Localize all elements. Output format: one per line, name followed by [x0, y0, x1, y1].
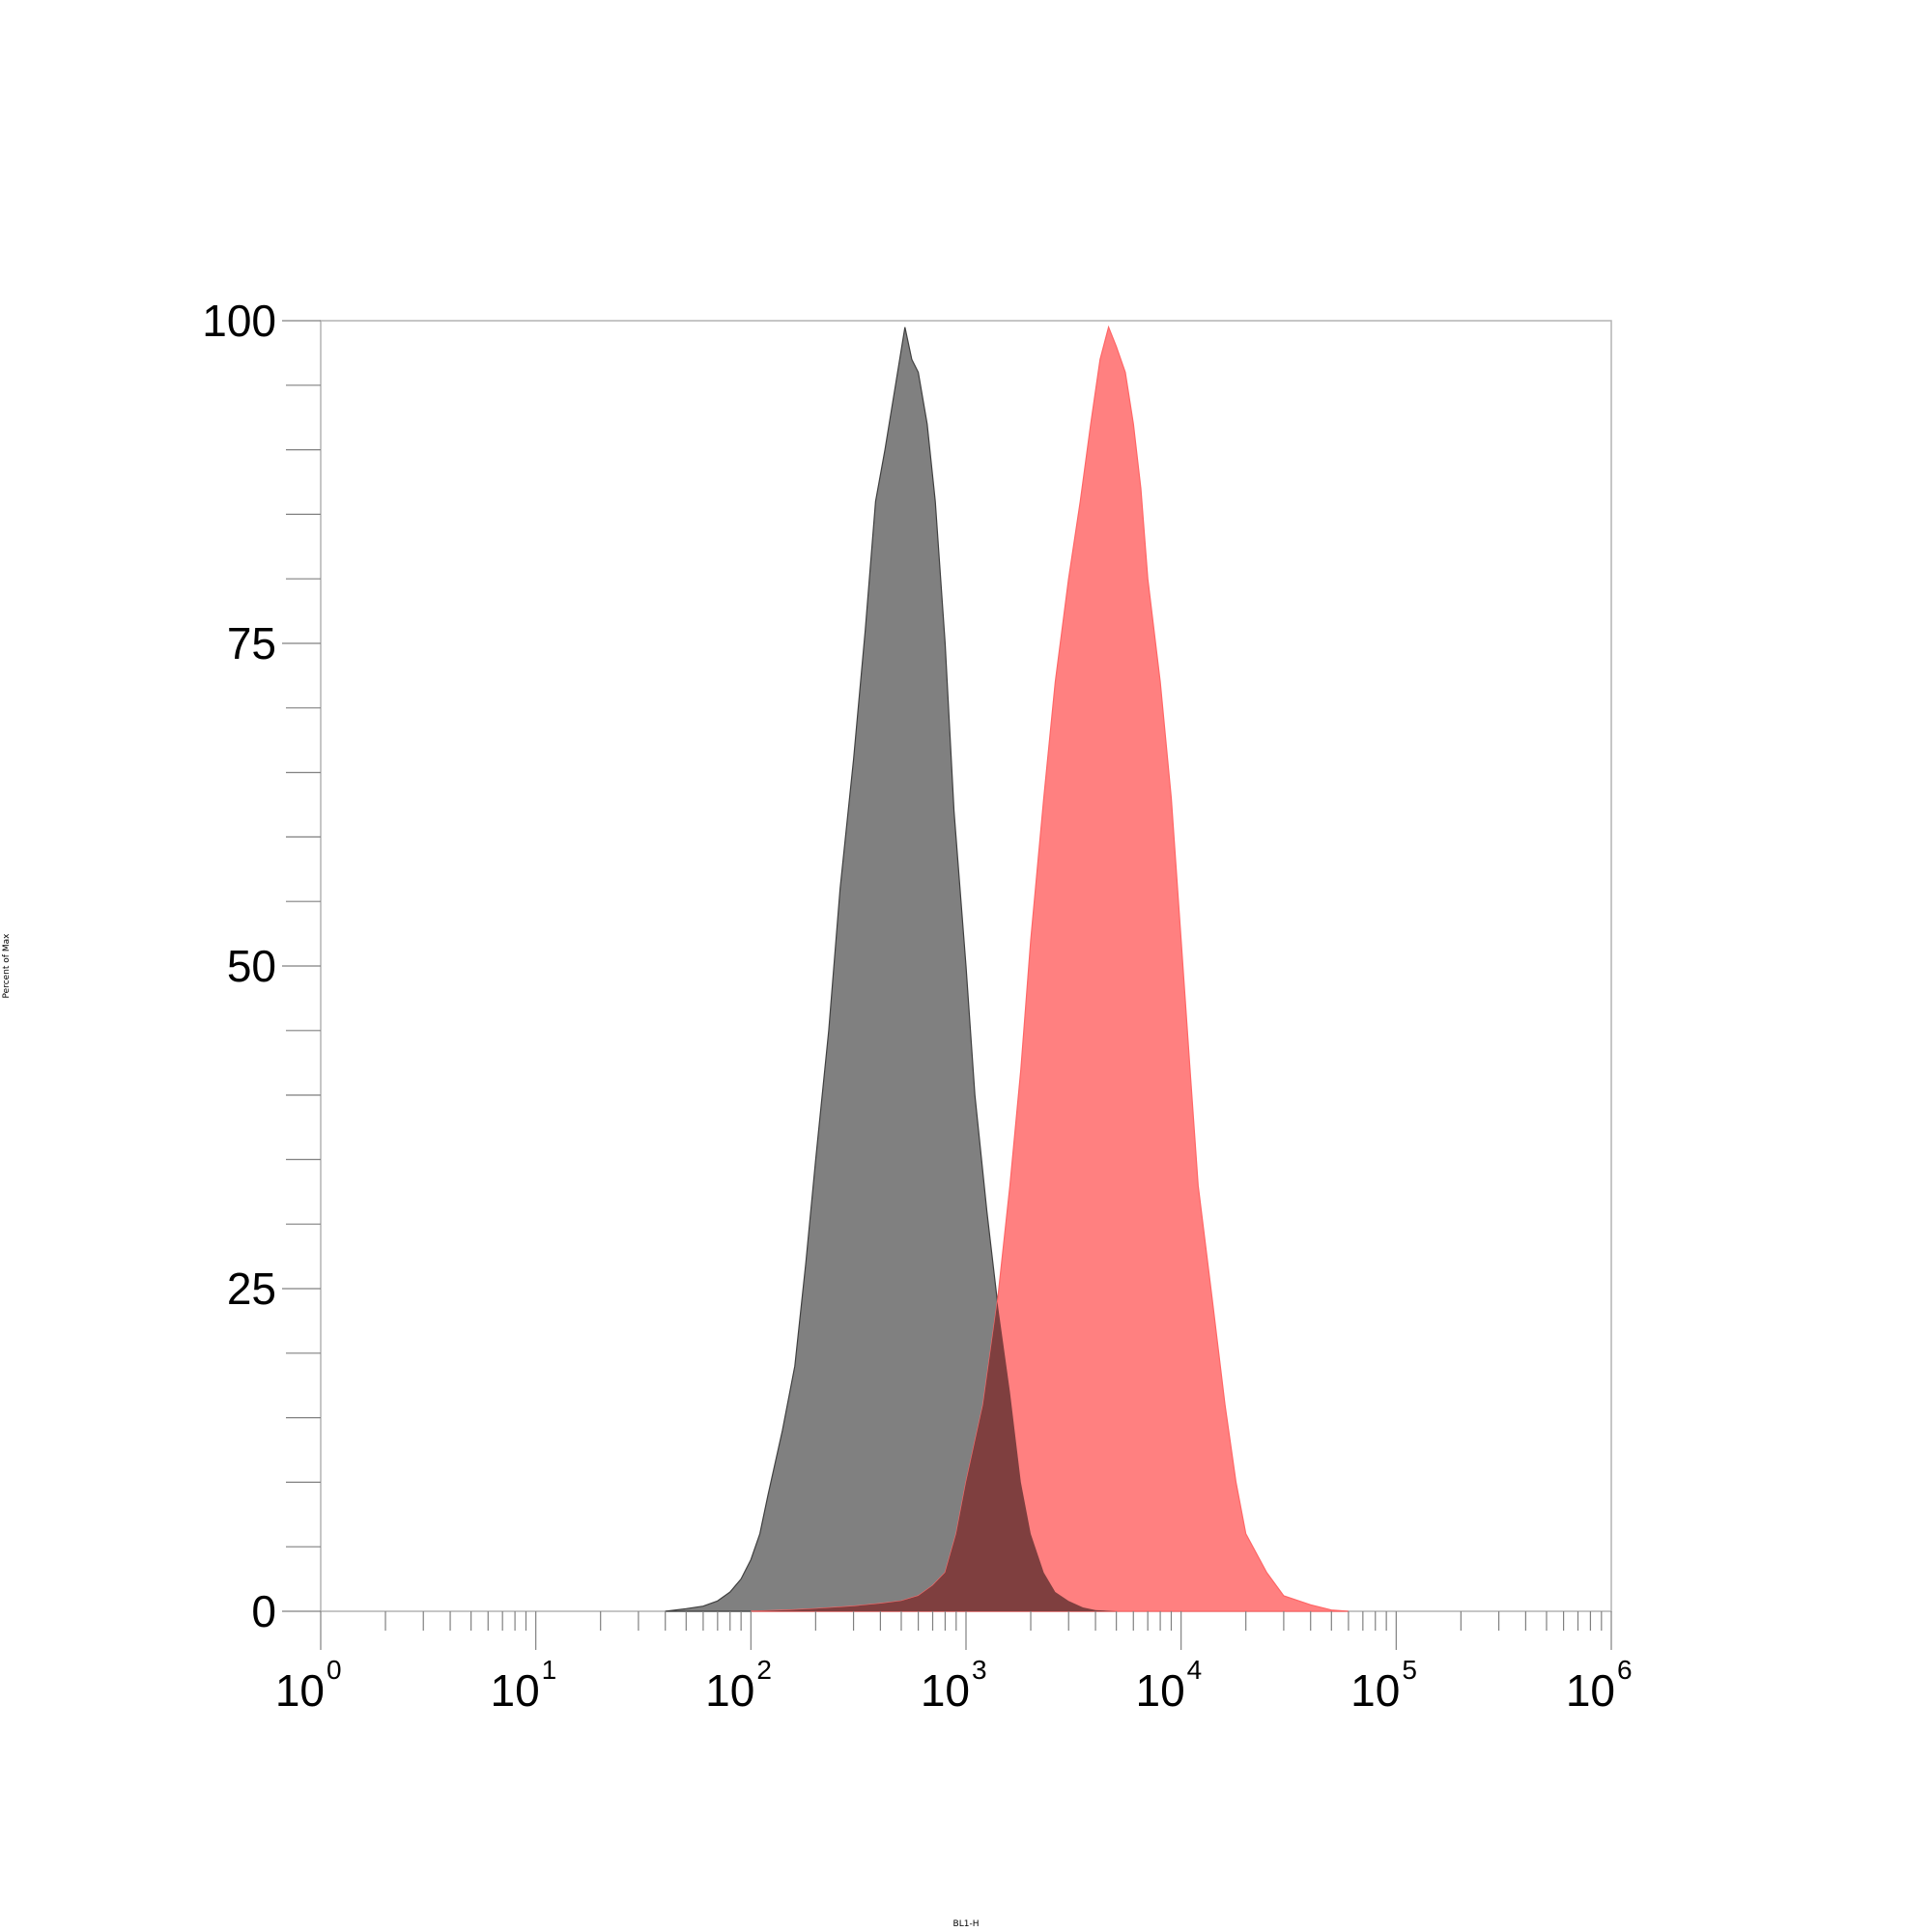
x-tick-label: 10: [1350, 1665, 1400, 1716]
x-tick-label: 10: [490, 1665, 539, 1716]
y-axis: 0 25 50 75 100: [202, 296, 321, 1636]
y-axis-title: Percent of Max: [2, 933, 12, 999]
y-tick-label: 0: [251, 1586, 276, 1636]
x-tick-label: 10: [275, 1665, 325, 1716]
x-tick-label: 10: [921, 1665, 970, 1716]
x-tick-exponent: 5: [1402, 1655, 1417, 1685]
x-tick-exponent: 4: [1187, 1655, 1203, 1685]
y-tick-label: 50: [227, 941, 276, 991]
x-axis-title: BL1-H: [953, 1919, 980, 1929]
x-tick-exponent: 0: [327, 1655, 342, 1685]
x-tick-exponent: 1: [542, 1655, 557, 1685]
y-tick-label: 100: [202, 296, 276, 346]
x-tick-label: 10: [1566, 1665, 1615, 1716]
x-tick-exponent: 3: [972, 1655, 987, 1685]
x-tick-exponent: 6: [1617, 1655, 1633, 1685]
series-layer: [665, 325, 1349, 1612]
x-tick-label: 10: [1135, 1665, 1184, 1716]
x-axis: 10 0 10 1 10 2 10 3 10 4 10 5 10 6: [275, 1611, 1633, 1716]
y-tick-label: 75: [227, 618, 276, 668]
x-tick-label: 10: [705, 1665, 754, 1716]
y-tick-label: 25: [227, 1264, 276, 1314]
x-tick-exponent: 2: [756, 1655, 772, 1685]
